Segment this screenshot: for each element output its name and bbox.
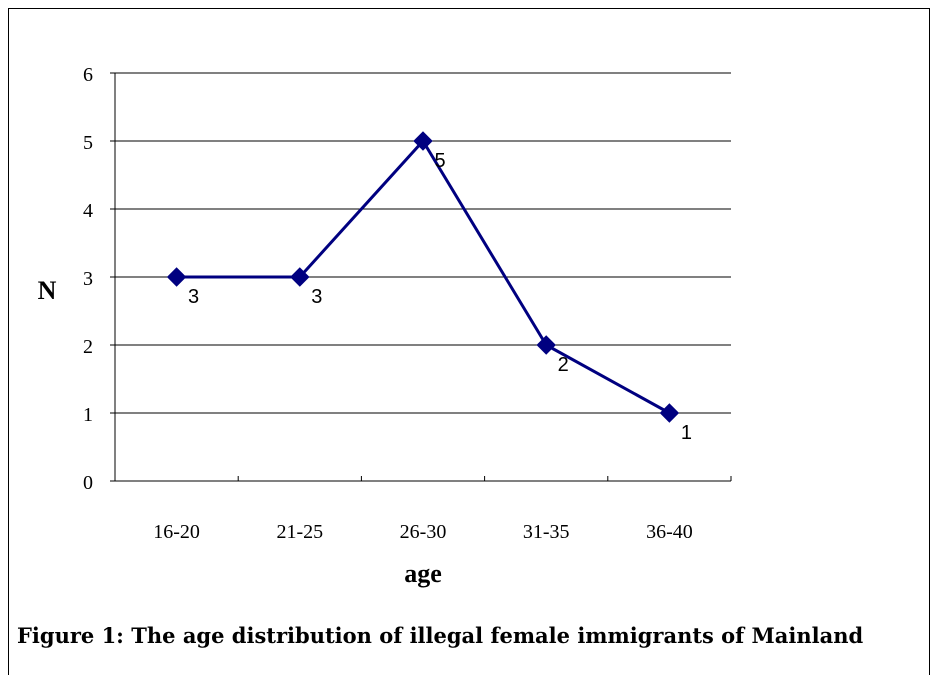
- figure-frame: [8, 8, 930, 675]
- data-label: 2: [558, 354, 569, 376]
- figure-caption: Figure 1: The age distribution of illega…: [17, 623, 864, 648]
- y-tick-label: 3: [83, 268, 93, 290]
- y-tick-label: 2: [83, 336, 93, 358]
- y-tick-labels: 0 1 2 3 4 5 6: [83, 64, 93, 494]
- x-tick-labels: 16-20 21-25 26-30 31-35 36-40: [153, 521, 692, 543]
- data-point-marker: [413, 131, 433, 151]
- data-label: 3: [311, 286, 322, 308]
- y-tick-label: 0: [83, 472, 93, 494]
- x-tick-label: 21-25: [276, 521, 323, 543]
- data-label: 3: [188, 286, 199, 308]
- data-point-marker: [659, 403, 680, 423]
- data-label: 5: [434, 150, 445, 172]
- y-axis-title: N: [38, 276, 57, 305]
- y-tick-label: 1: [83, 404, 93, 426]
- x-tick-label: 36-40: [646, 521, 693, 543]
- y-tick-label: 5: [83, 132, 93, 154]
- x-tick-label: 31-35: [523, 521, 570, 543]
- x-tick-label: 16-20: [153, 521, 200, 543]
- x-axis-title: age: [404, 559, 442, 588]
- y-tick-label: 6: [83, 64, 93, 86]
- axes: [110, 72, 732, 482]
- data-point-marker: [290, 267, 310, 287]
- data-labels: 3 3 5 2 1: [188, 150, 692, 444]
- data-point-marker: [536, 335, 556, 355]
- gridlines: [115, 72, 731, 414]
- y-tick-label: 4: [83, 200, 93, 222]
- x-tick-label: 26-30: [400, 521, 447, 543]
- data-label: 1: [681, 422, 692, 444]
- data-points: [166, 131, 680, 423]
- data-point-marker: [166, 267, 187, 287]
